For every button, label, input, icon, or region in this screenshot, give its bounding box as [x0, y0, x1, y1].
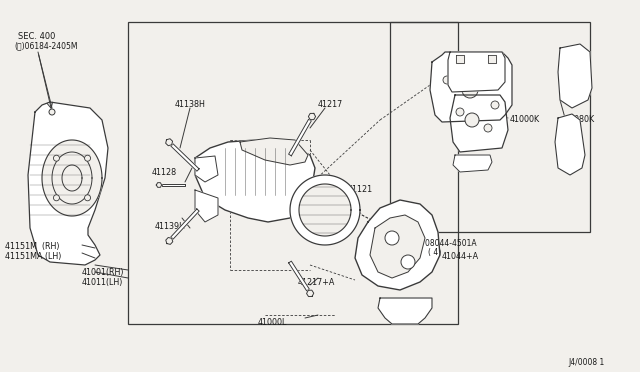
Polygon shape — [378, 298, 432, 324]
Circle shape — [54, 155, 60, 161]
Text: 41080K: 41080K — [565, 115, 595, 124]
Circle shape — [54, 195, 60, 201]
Polygon shape — [370, 215, 425, 278]
Polygon shape — [453, 155, 492, 172]
Polygon shape — [430, 52, 512, 122]
Text: 41011(LH): 41011(LH) — [82, 278, 124, 287]
Text: 41001(RH): 41001(RH) — [82, 268, 125, 277]
Polygon shape — [240, 138, 308, 165]
Text: Ⓑ 08044-4501A: Ⓑ 08044-4501A — [418, 238, 477, 247]
Text: 41151M  (RH): 41151M (RH) — [5, 242, 60, 251]
Polygon shape — [456, 55, 464, 63]
Circle shape — [456, 108, 464, 116]
Polygon shape — [290, 175, 360, 245]
Text: J4/0008 1: J4/0008 1 — [568, 358, 604, 367]
Polygon shape — [195, 140, 315, 222]
Text: 41000K: 41000K — [510, 115, 540, 124]
Circle shape — [49, 109, 55, 115]
Polygon shape — [156, 183, 162, 187]
Bar — [128, 22, 458, 324]
Polygon shape — [171, 144, 199, 171]
Polygon shape — [289, 119, 312, 156]
Text: SEC. 400: SEC. 400 — [18, 32, 56, 41]
Bar — [390, 22, 590, 232]
Circle shape — [84, 195, 90, 201]
Polygon shape — [450, 95, 508, 152]
Polygon shape — [42, 140, 102, 216]
Text: 41217+A: 41217+A — [298, 278, 335, 287]
Polygon shape — [195, 190, 218, 222]
Polygon shape — [166, 139, 173, 146]
Polygon shape — [355, 200, 440, 290]
Polygon shape — [171, 209, 199, 239]
Polygon shape — [307, 290, 314, 296]
Polygon shape — [555, 114, 585, 175]
Circle shape — [401, 255, 415, 269]
Polygon shape — [289, 261, 309, 291]
Polygon shape — [162, 184, 185, 186]
Text: 41121: 41121 — [348, 185, 373, 194]
Circle shape — [491, 101, 499, 109]
Circle shape — [465, 113, 479, 127]
Text: 41139H: 41139H — [155, 222, 186, 231]
Polygon shape — [166, 237, 173, 244]
Text: 41128: 41128 — [152, 168, 177, 177]
Polygon shape — [195, 156, 218, 182]
Text: 41000L: 41000L — [258, 318, 287, 327]
Circle shape — [484, 124, 492, 132]
Polygon shape — [448, 52, 505, 92]
Text: (Ⓑ)06184-2405M: (Ⓑ)06184-2405M — [14, 41, 77, 50]
Circle shape — [462, 82, 478, 98]
Text: ( 4): ( 4) — [428, 248, 441, 257]
Polygon shape — [28, 102, 108, 265]
Polygon shape — [488, 55, 496, 63]
Polygon shape — [308, 113, 316, 120]
Circle shape — [443, 76, 451, 84]
Circle shape — [385, 231, 399, 245]
Text: 41151MA (LH): 41151MA (LH) — [5, 252, 61, 261]
Polygon shape — [558, 44, 592, 108]
Circle shape — [84, 155, 90, 161]
Polygon shape — [299, 184, 351, 236]
Text: 41138H: 41138H — [175, 100, 206, 109]
Text: 41217: 41217 — [318, 100, 343, 109]
Text: 41044+A: 41044+A — [442, 252, 479, 261]
